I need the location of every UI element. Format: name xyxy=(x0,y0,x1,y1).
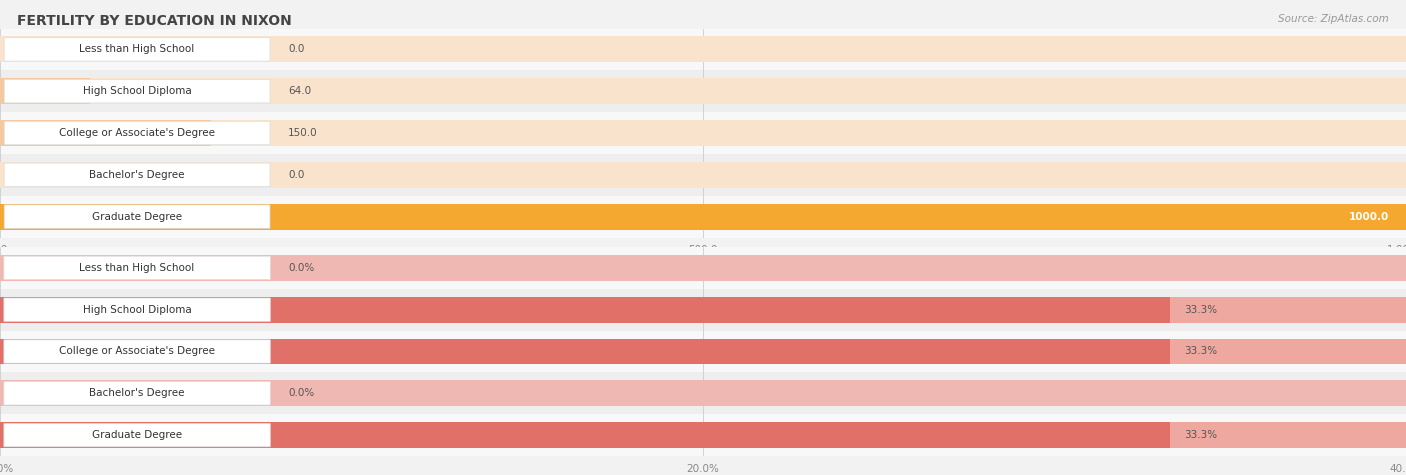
Text: 64.0: 64.0 xyxy=(288,86,311,96)
Text: Bachelor's Degree: Bachelor's Degree xyxy=(90,170,184,180)
Bar xyxy=(0,380,1406,406)
Bar xyxy=(0,70,1406,112)
Bar xyxy=(0,204,1406,229)
FancyBboxPatch shape xyxy=(4,79,270,103)
Bar xyxy=(0,112,1406,154)
Text: Source: ZipAtlas.com: Source: ZipAtlas.com xyxy=(1278,14,1389,24)
Text: 0.0: 0.0 xyxy=(288,44,305,55)
FancyBboxPatch shape xyxy=(4,121,270,145)
Bar xyxy=(0,422,1406,448)
Text: FERTILITY BY EDUCATION IN NIXON: FERTILITY BY EDUCATION IN NIXON xyxy=(17,14,291,28)
Text: 150.0: 150.0 xyxy=(288,128,318,138)
FancyBboxPatch shape xyxy=(4,340,270,363)
Bar xyxy=(0,162,1406,188)
FancyBboxPatch shape xyxy=(4,38,270,61)
Bar xyxy=(0,372,1406,414)
FancyBboxPatch shape xyxy=(4,205,270,228)
Bar xyxy=(0,331,1406,372)
Bar xyxy=(0,422,1170,448)
Bar xyxy=(0,28,1406,70)
Text: 33.3%: 33.3% xyxy=(1184,430,1218,440)
Bar xyxy=(0,154,1406,196)
Bar xyxy=(0,289,1406,331)
Bar xyxy=(0,339,1406,364)
Text: College or Associate's Degree: College or Associate's Degree xyxy=(59,128,215,138)
Text: High School Diploma: High School Diploma xyxy=(83,304,191,315)
Text: Graduate Degree: Graduate Degree xyxy=(91,430,183,440)
Bar xyxy=(0,196,1406,238)
FancyBboxPatch shape xyxy=(4,163,270,187)
Bar xyxy=(0,78,90,104)
Text: 0.0%: 0.0% xyxy=(288,388,315,399)
Text: 33.3%: 33.3% xyxy=(1184,346,1218,357)
Text: 0.0%: 0.0% xyxy=(288,263,315,273)
Bar xyxy=(0,120,1406,146)
FancyBboxPatch shape xyxy=(4,256,270,280)
Bar xyxy=(0,120,211,146)
Text: Less than High School: Less than High School xyxy=(80,263,194,273)
Text: Graduate Degree: Graduate Degree xyxy=(91,211,183,222)
Bar xyxy=(0,255,1406,281)
Bar xyxy=(0,297,1406,323)
Text: 0.0: 0.0 xyxy=(288,170,305,180)
FancyBboxPatch shape xyxy=(4,381,270,405)
Bar xyxy=(0,339,1170,364)
FancyBboxPatch shape xyxy=(4,423,270,447)
Text: High School Diploma: High School Diploma xyxy=(83,86,191,96)
Bar xyxy=(0,37,1406,62)
Text: Less than High School: Less than High School xyxy=(80,44,194,55)
Bar xyxy=(0,204,1406,229)
Bar xyxy=(0,414,1406,456)
Text: College or Associate's Degree: College or Associate's Degree xyxy=(59,346,215,357)
Text: 33.3%: 33.3% xyxy=(1184,304,1218,315)
Bar xyxy=(0,247,1406,289)
Text: Bachelor's Degree: Bachelor's Degree xyxy=(90,388,184,399)
Bar xyxy=(0,297,1170,323)
Bar xyxy=(0,78,1406,104)
Text: 1000.0: 1000.0 xyxy=(1348,211,1389,222)
FancyBboxPatch shape xyxy=(4,298,270,322)
